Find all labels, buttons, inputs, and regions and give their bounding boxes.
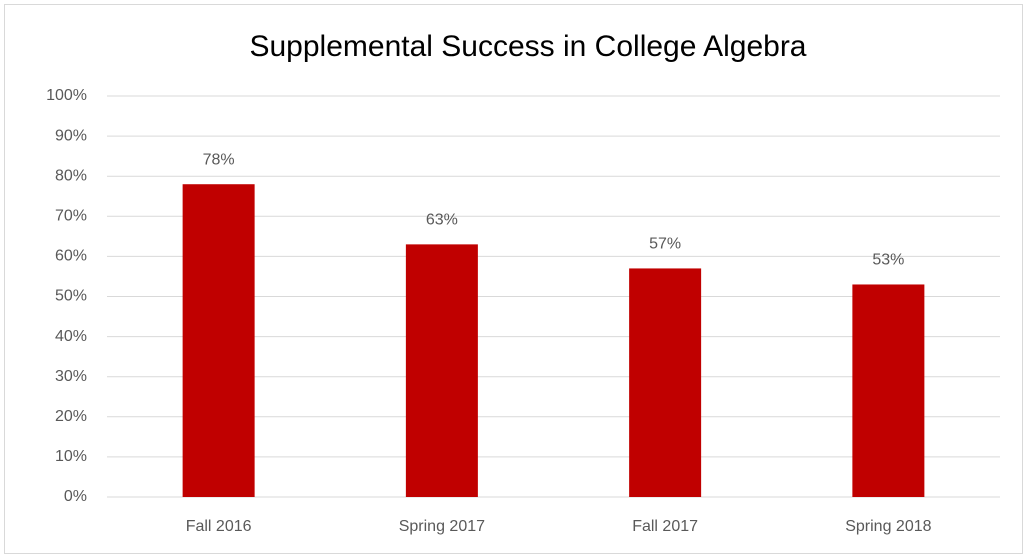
bar bbox=[852, 284, 925, 497]
x-tick-label: Fall 2017 bbox=[632, 518, 698, 535]
y-tick-label: 50% bbox=[55, 288, 87, 305]
x-tick-label: Spring 2018 bbox=[845, 518, 931, 535]
bar bbox=[182, 184, 255, 497]
x-tick-label: Spring 2017 bbox=[399, 518, 485, 535]
y-tick-label: 70% bbox=[55, 208, 87, 225]
bar bbox=[405, 244, 478, 497]
data-label: 78% bbox=[203, 151, 235, 168]
y-tick-label: 20% bbox=[55, 408, 87, 425]
x-tick-label: Fall 2016 bbox=[186, 518, 252, 535]
y-tick-label: 60% bbox=[55, 248, 87, 265]
y-tick-label: 0% bbox=[64, 488, 87, 505]
y-tick-label: 10% bbox=[55, 448, 87, 465]
data-label: 57% bbox=[649, 236, 681, 253]
bar bbox=[629, 268, 702, 497]
y-tick-label: 100% bbox=[46, 87, 87, 104]
data-label: 63% bbox=[426, 212, 458, 229]
chart-title: Supplemental Success in College Algebra bbox=[249, 30, 806, 63]
y-tick-label: 90% bbox=[55, 127, 87, 144]
y-tick-label: 80% bbox=[55, 167, 87, 184]
y-tick-label: 40% bbox=[55, 328, 87, 345]
y-tick-label: 30% bbox=[55, 368, 87, 385]
data-label: 53% bbox=[872, 252, 904, 269]
